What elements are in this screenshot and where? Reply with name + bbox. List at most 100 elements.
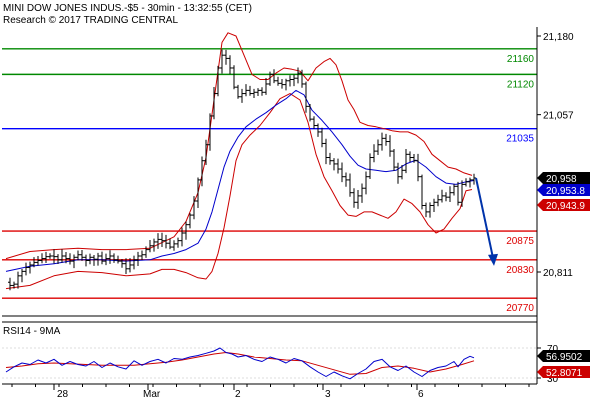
price-badge-ma: 20,953.8 xyxy=(537,184,590,197)
price-candle xyxy=(236,84,240,99)
price-candle xyxy=(348,173,352,197)
price-candle xyxy=(256,88,260,97)
price-candle xyxy=(396,162,400,184)
chart-title: MINI DOW JONES INDUS.-$5 - 30min - 13:32… xyxy=(3,3,252,14)
price-candle xyxy=(88,253,92,265)
rsi-y-tick-label: 70 xyxy=(547,344,559,355)
price-candle xyxy=(336,158,340,174)
price-candle xyxy=(416,153,420,182)
price-candle xyxy=(408,151,412,163)
price-candle xyxy=(16,271,20,289)
rsi-badge-bg xyxy=(537,366,590,378)
price-badge-label: 20,943.9 xyxy=(546,201,585,212)
price-candle xyxy=(452,183,456,196)
price-candle xyxy=(204,139,208,166)
price-candle xyxy=(372,144,376,163)
level-label-21120: 21120 xyxy=(507,79,535,90)
price-candle xyxy=(304,81,308,113)
price-candle xyxy=(200,156,204,187)
price-candle xyxy=(340,162,344,183)
price-candle xyxy=(228,55,232,75)
chart-subtitle: Research © 2017 TRADING CENTRAL xyxy=(3,15,178,26)
y-tick-label: 21,180 xyxy=(543,32,574,43)
price-candle xyxy=(8,277,12,291)
rsi-badge-label: 52.8071 xyxy=(546,368,583,379)
price-badge-bg xyxy=(537,184,590,196)
price-badge-label: 20,953.8 xyxy=(546,186,585,197)
price-candle xyxy=(216,65,220,97)
price-candle xyxy=(312,116,316,130)
price-candle xyxy=(464,178,468,187)
price-candle xyxy=(428,202,432,218)
price-candle xyxy=(260,87,264,96)
price-candle xyxy=(168,238,172,250)
price-candle xyxy=(380,132,384,151)
price-candle xyxy=(392,148,396,171)
price-candle xyxy=(404,148,408,174)
rsi-badge-lowband: 52.8071 xyxy=(537,366,590,379)
rsi-y-tick-label: 30 xyxy=(547,374,559,385)
price-candle xyxy=(460,180,464,207)
price-candle xyxy=(60,249,64,263)
price-candle xyxy=(176,237,180,248)
x-tick-label: 2 xyxy=(235,389,241,400)
price-candle xyxy=(288,75,292,87)
price-candle xyxy=(160,232,164,247)
price-candle xyxy=(328,152,332,165)
price-candle xyxy=(196,177,200,208)
price-candle xyxy=(32,257,36,268)
price-candle xyxy=(268,71,272,86)
price-candle xyxy=(224,49,228,65)
x-tick-label: 6 xyxy=(418,389,424,400)
price-candle xyxy=(420,174,424,210)
price-candle xyxy=(448,186,452,202)
level-label-21035: 21035 xyxy=(506,134,534,145)
price-candle xyxy=(300,69,304,88)
price-candle xyxy=(48,253,52,259)
price-candle xyxy=(116,255,120,264)
moving-average-line xyxy=(5,89,475,272)
price-candle xyxy=(456,181,460,206)
price-candle xyxy=(248,85,252,96)
price-candle xyxy=(164,234,168,249)
price-candle xyxy=(96,252,100,266)
price-candle xyxy=(44,251,48,263)
price-candle xyxy=(352,188,356,208)
x-tick-label: 28 xyxy=(57,389,69,400)
price-candle xyxy=(140,250,144,261)
price-candle xyxy=(472,173,476,185)
price-badge-bg xyxy=(537,172,590,184)
price-candle xyxy=(264,78,268,95)
price-candle xyxy=(12,281,16,289)
price-badge-label: 20,958 xyxy=(546,174,577,185)
rsi-badge-price: 56.9502 xyxy=(537,350,590,363)
price-candle xyxy=(132,255,136,270)
price-candle xyxy=(252,88,256,98)
level-label-20830: 20830 xyxy=(506,265,534,276)
price-candle xyxy=(152,238,156,252)
price-candle xyxy=(76,250,80,261)
price-candle xyxy=(220,49,224,74)
price-candle xyxy=(400,165,404,180)
price-candle xyxy=(92,254,96,266)
price-candle xyxy=(320,127,324,148)
y-tick-label: 20,811 xyxy=(543,268,573,279)
price-candle xyxy=(104,253,108,266)
price-candle xyxy=(436,194,440,207)
price-candle xyxy=(56,254,60,265)
rsi-title: RSI14 - 9MA xyxy=(3,326,61,337)
price-candle xyxy=(188,213,192,229)
price-candle xyxy=(332,158,336,171)
level-label-20875: 20875 xyxy=(506,236,534,247)
price-panel: 21160 21120 21035 20875 20830 20770 xyxy=(2,32,537,314)
price-candle xyxy=(72,254,76,269)
price-candle xyxy=(64,251,68,264)
price-candle xyxy=(192,196,196,220)
price-candle xyxy=(244,84,248,97)
price-candle xyxy=(208,113,212,151)
price-candle xyxy=(240,88,244,103)
price-candle xyxy=(68,253,72,265)
price-candle xyxy=(36,256,40,266)
price-candle xyxy=(368,153,372,180)
